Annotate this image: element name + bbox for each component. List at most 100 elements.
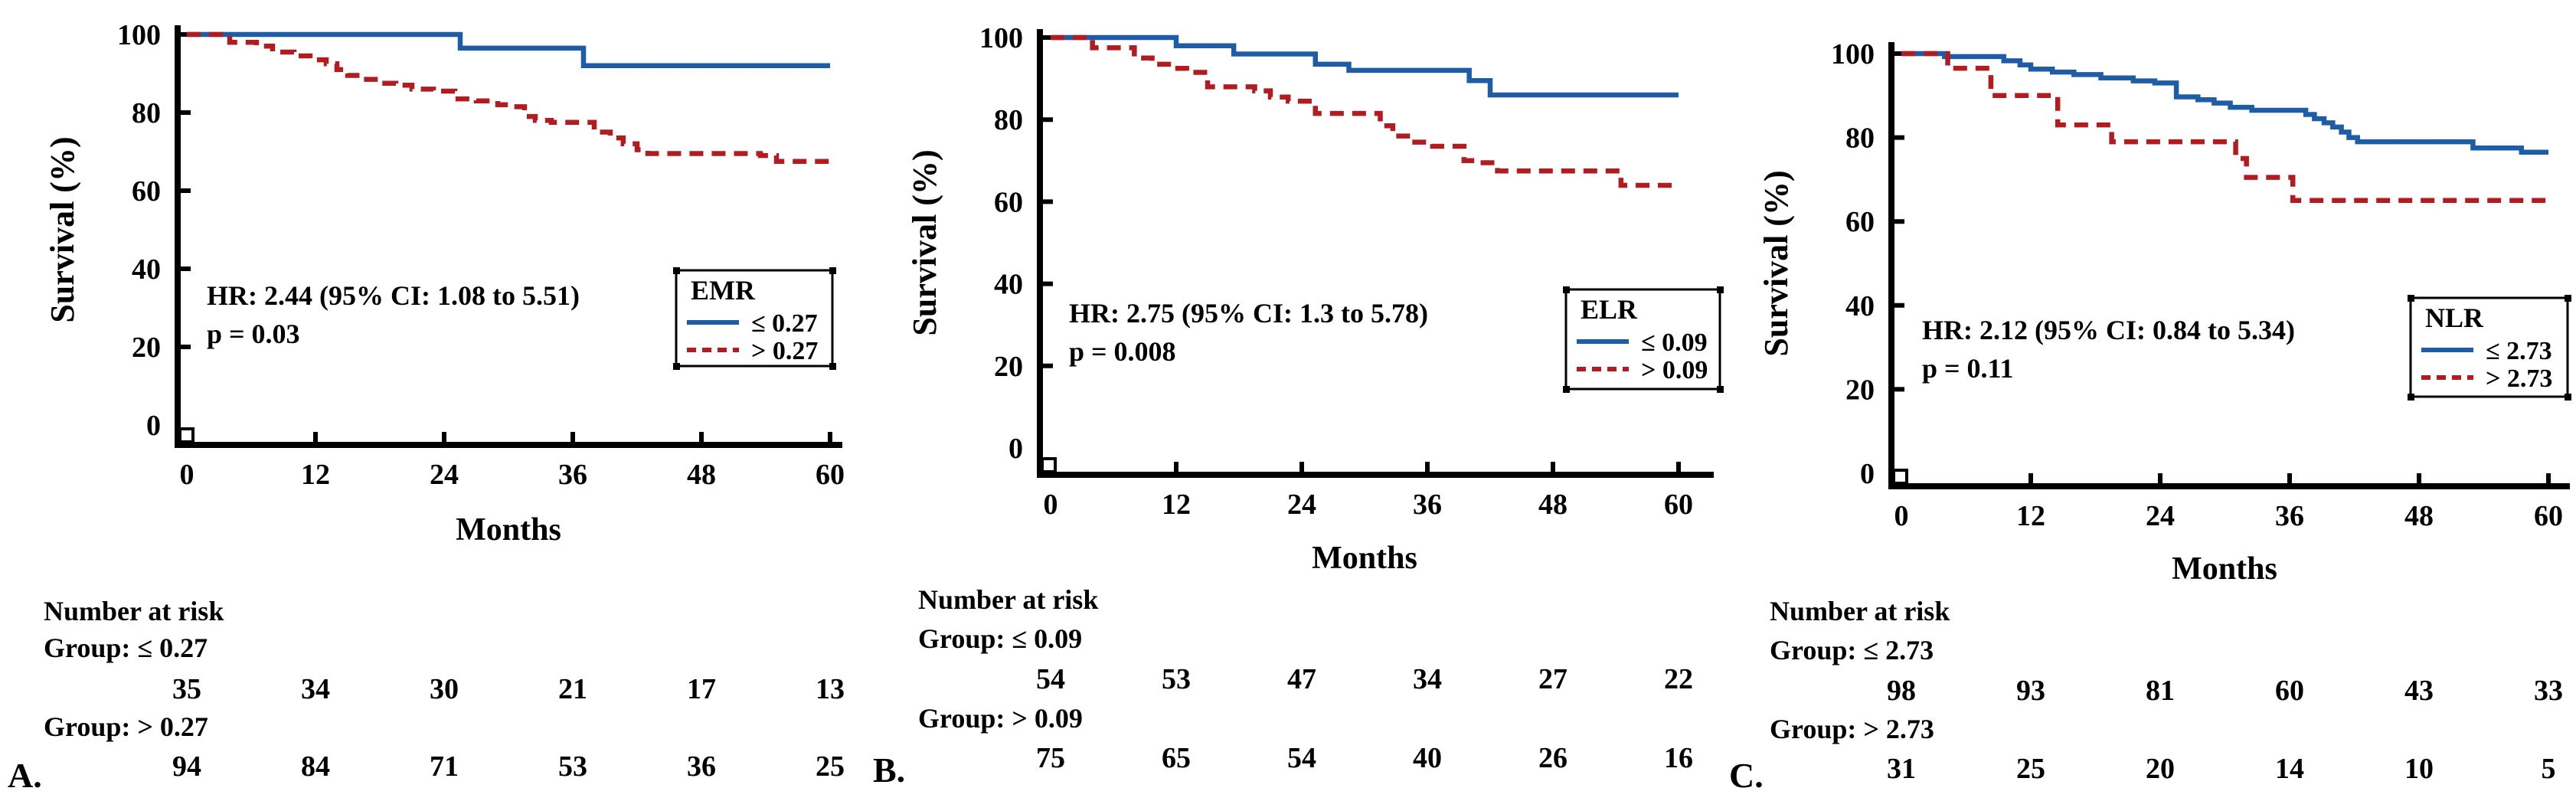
risk-count: 54 [1287,742,1316,774]
legend-handle-icon [829,363,836,370]
risk-count: 16 [1664,742,1693,774]
panel-elr-plot: 100 80 60 40 20 00 12 24 36 48 60 54 53 47 34 27 22 75 65 5… [979,22,1714,774]
risk-count: 25 [816,750,845,783]
x-tick-label: 48 [1538,489,1568,521]
risk-count: 43 [2404,675,2434,707]
y-tick-label: 40 [132,253,161,286]
x-tick-label: 12 [301,459,330,491]
legend-handle-icon [1717,286,1724,293]
y-tick-label: 20 [132,332,161,364]
survival-curve-dashed [187,31,830,164]
survival-curve-dashed [1901,51,2548,204]
y-tick-label: 40 [994,269,1023,301]
panel-letter: B. [873,750,905,790]
risk-count: 13 [816,673,845,705]
survival-curve-dashed [1051,34,1679,188]
y-tick-label: 60 [1845,206,1875,238]
x-tick-label: 24 [2146,500,2175,532]
panel-letter: A. [8,756,42,795]
risk-count: 34 [301,673,330,705]
panel-elr: 100 80 60 40 20 00 12 24 36 48 60 54 53 47 34 27 22 75 65 5… [873,22,1724,790]
risk-count: 81 [2146,675,2175,707]
risk-count: 21 [558,673,587,705]
legend-title: NLR [2425,302,2484,333]
y-tick-label: 0 [146,410,161,442]
panel-emr-plot: 100 80 60 40 20 00 12 24 36 48 60 35 34 30 21 17 13 94 84 7… [117,19,845,783]
survival-curve-solid [187,31,830,69]
y-axis-label: Survival (%) [1757,170,1795,356]
risk-count: 22 [1664,663,1693,695]
risk-count: 93 [2016,675,2045,707]
x-tick-label: 24 [1287,489,1316,521]
risk-table-heading: Number at risk [1770,596,1950,626]
origin-notch [178,427,195,443]
risk-count: 65 [1162,742,1191,774]
risk-group-label: Group: > 2.73 [1770,714,1934,744]
y-tick-label: 100 [1831,38,1875,70]
risk-group-label: Group: > 0.27 [44,711,208,742]
legend-box [1564,288,1721,391]
hr-annotation: HR: 2.12 (95% CI: 0.84 to 5.34) [1922,315,2295,345]
y-tick-label: 80 [1845,123,1875,155]
legend-item-label: ≤ 2.73 [2486,337,2552,365]
p-value-annotation: p = 0.11 [1922,353,2014,384]
origin-notch [1892,469,1908,485]
y-tick-label: 20 [994,351,1023,383]
risk-count: 84 [301,750,330,783]
risk-table-heading: Number at risk [918,584,1098,615]
x-axis-label: Months [1312,541,1417,576]
risk-count: 25 [2016,753,2045,785]
y-tick-label: 60 [132,175,161,208]
legend-item-label: ≤ 0.27 [751,309,818,338]
legend-handle-icon [2408,295,2414,302]
legend-handle-icon [1717,386,1724,393]
y-tick-label: 40 [1845,290,1875,322]
x-tick-label: 36 [558,459,587,491]
origin-notch [1041,457,1057,473]
survival-curve-solid [1901,51,2548,155]
x-tick-label: 24 [430,459,459,491]
x-tick-label: 0 [1894,500,1909,532]
risk-count: 33 [2534,675,2563,707]
risk-count: 31 [1887,753,1916,785]
legend-handle-icon [2408,394,2414,400]
risk-count: 10 [2404,753,2434,785]
risk-group-label: Group: ≤ 0.09 [918,623,1082,654]
y-tick-label: 80 [994,104,1023,136]
legend-title: EMR [691,275,756,306]
risk-count: 98 [1887,675,1916,707]
risk-count: 17 [687,673,716,705]
legend-item-label: > 2.73 [2486,365,2552,393]
risk-count: 30 [430,673,459,705]
risk-count: 60 [2275,675,2304,707]
y-axis-label: Survival (%) [44,136,81,322]
x-tick-label: 36 [2275,500,2304,532]
x-tick-label: 0 [180,459,195,491]
hr-annotation: HR: 2.44 (95% CI: 1.08 to 5.51) [207,280,580,311]
panel-emr: 100 80 60 40 20 00 12 24 36 48 60 35 34 30 21 17 13 94 84 7… [8,19,845,795]
risk-count: 34 [1413,663,1442,695]
risk-count: 26 [1538,742,1568,774]
x-axis-label: Months [456,512,561,548]
legend-handle-icon [673,267,680,274]
legend-handle-icon [2565,295,2571,302]
y-axis-label: Survival (%) [906,149,943,335]
legend-item-label: ≤ 0.09 [1641,329,1708,357]
legend-item-label: > 0.09 [1641,356,1708,384]
legend-handle-icon [1563,386,1570,393]
risk-count: 47 [1287,663,1316,695]
legend-item-label: > 0.27 [751,337,818,365]
risk-count: 40 [1413,742,1442,774]
risk-count: 35 [172,673,201,705]
risk-count: 71 [430,750,459,783]
y-tick-label: 100 [117,19,161,51]
risk-count: 53 [1162,663,1191,695]
legend-box [2409,296,2569,398]
panel-nlr-plot: 100 80 60 40 20 00 12 24 36 48 60 98 93 81 60 43 33 31 25 2… [1831,38,2570,785]
risk-table-heading: Number at risk [44,596,224,626]
y-tick-label: 0 [1860,458,1875,490]
legend-handle-icon [2565,394,2571,400]
legend-handle-icon [1563,286,1570,293]
legend-box [675,269,834,368]
